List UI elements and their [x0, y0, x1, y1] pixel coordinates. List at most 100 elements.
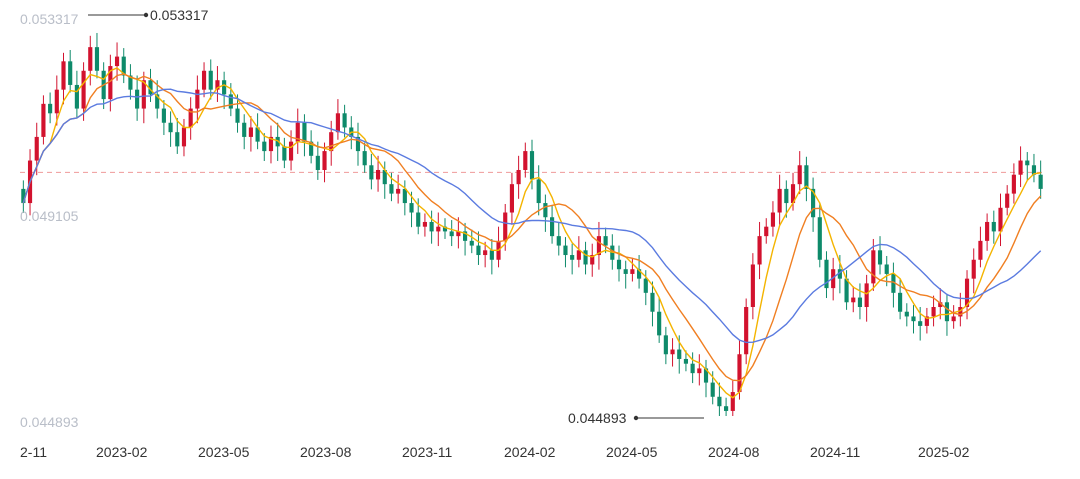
candle-body — [911, 316, 916, 322]
candle-body — [717, 396, 722, 407]
candle-body — [811, 188, 816, 218]
candle-body — [1011, 174, 1016, 194]
candle-body — [583, 250, 588, 265]
x-tick-label: 2-11 — [20, 444, 47, 460]
candle-body — [710, 382, 715, 397]
x-tick-label: 2024-08 — [708, 444, 760, 460]
candle-body — [744, 307, 749, 355]
y-tick-label: 0.049105 — [20, 208, 79, 224]
candle-body — [422, 221, 427, 227]
candle-body — [168, 122, 173, 133]
min-marker-dot — [633, 415, 639, 421]
candle-body — [121, 56, 126, 76]
candle-body — [21, 188, 26, 204]
candle-body — [48, 103, 53, 114]
candle-body — [255, 127, 260, 142]
candles-layer — [21, 32, 1043, 416]
candle-body — [898, 292, 903, 312]
candle-body — [81, 70, 86, 109]
candle-body — [958, 307, 963, 317]
candle-body — [543, 203, 548, 218]
y-axis-labels: 0.053317 0.049105 0.044893 — [20, 11, 79, 430]
candle-body — [369, 165, 374, 180]
candle-body — [529, 151, 535, 180]
candle-body — [335, 113, 340, 133]
candle-body — [884, 264, 889, 274]
candle-body — [342, 113, 347, 128]
x-tick-label: 2023-08 — [300, 444, 352, 460]
candle-body — [181, 127, 187, 147]
candle-body — [730, 392, 735, 411]
candle-body — [235, 108, 240, 123]
y-tick-label: 0.053317 — [20, 11, 79, 27]
candle-body — [68, 61, 73, 85]
candle-body — [623, 269, 628, 274]
candle-body — [603, 236, 608, 246]
candle-body — [108, 66, 113, 100]
candle-body — [41, 103, 46, 137]
candle-body — [924, 316, 929, 326]
candle-body — [242, 122, 247, 137]
candle-body — [797, 165, 802, 185]
candle-body — [750, 264, 755, 308]
candle-body — [302, 122, 307, 142]
candle-body — [677, 349, 682, 359]
candle-body — [831, 269, 836, 289]
candle-body — [483, 250, 488, 256]
candle-body — [155, 94, 160, 109]
candle-body — [697, 368, 702, 374]
candle-body — [489, 250, 494, 260]
candle-body — [877, 250, 883, 265]
candle-body — [944, 302, 950, 322]
ma-mid-line — [22, 73, 1042, 382]
candle-body — [382, 169, 387, 185]
candle-body — [449, 231, 454, 237]
candle-body — [282, 146, 287, 161]
candle-body — [844, 278, 849, 303]
candle-body — [864, 283, 869, 308]
candle-body — [148, 80, 153, 95]
candle-body — [757, 236, 762, 265]
candle-body — [637, 269, 642, 279]
candle-body — [268, 136, 274, 152]
candle-body — [456, 231, 461, 237]
candle-body — [175, 132, 180, 147]
candle-body — [416, 212, 421, 227]
candle-body — [523, 151, 528, 170]
candle-body — [817, 217, 822, 260]
min-marker-label: 0.044893 — [568, 410, 627, 426]
candle-body — [650, 292, 655, 312]
candle-body — [837, 269, 842, 279]
y-tick-label: 0.044893 — [20, 414, 79, 430]
candle-body — [784, 188, 789, 204]
candle-body — [322, 151, 327, 170]
candle-body — [436, 226, 441, 232]
candle-body — [951, 316, 956, 322]
candle-body — [195, 89, 200, 109]
candle-body — [978, 240, 983, 260]
x-tick-label: 2023-05 — [198, 444, 250, 460]
candle-body — [262, 141, 267, 152]
candle-body — [188, 108, 193, 128]
candle-body — [643, 278, 648, 293]
candle-body — [991, 221, 996, 232]
candle-body — [429, 221, 434, 232]
candle-body — [764, 226, 769, 237]
extreme-markers: 0.053317 0.044893 — [88, 7, 704, 426]
candle-body — [1038, 174, 1043, 189]
candle-body — [509, 184, 514, 213]
candle-body — [770, 212, 776, 227]
candle-body — [556, 236, 561, 246]
candle-body — [469, 240, 474, 246]
candle-body — [362, 151, 367, 166]
candle-body — [208, 70, 213, 90]
x-tick-label: 2023-02 — [96, 444, 148, 460]
candle-body — [516, 169, 521, 185]
candle-body — [703, 368, 709, 383]
candle-body — [161, 108, 166, 123]
candle-body — [114, 56, 120, 67]
candle-body — [315, 155, 320, 170]
candle-body — [329, 132, 334, 152]
candle-body — [904, 311, 909, 317]
max-marker-label: 0.053317 — [150, 7, 209, 23]
